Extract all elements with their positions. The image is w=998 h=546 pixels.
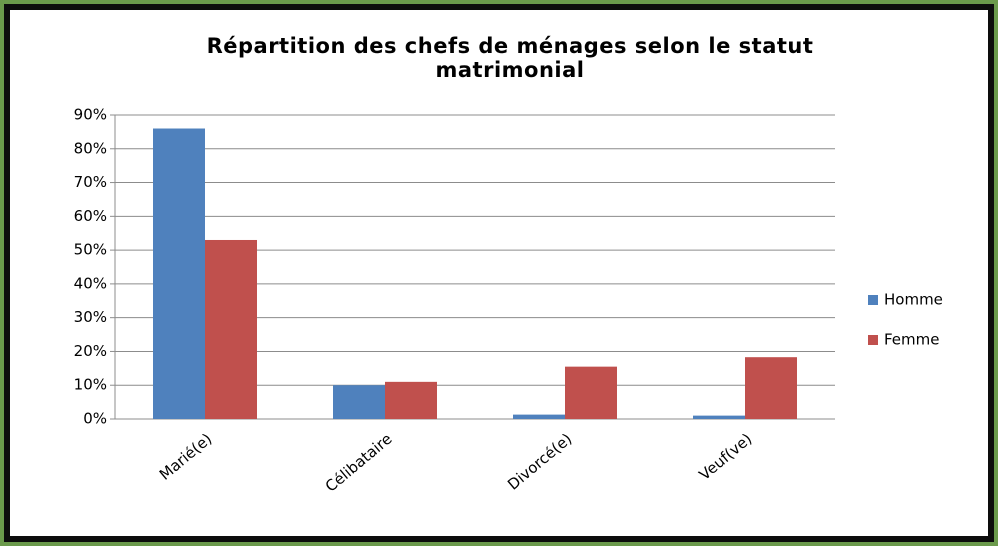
chart-title: Répartition des chefs de ménages selon l… (206, 34, 814, 82)
y-tick-label: 70% (74, 173, 107, 191)
legend-swatch (868, 335, 878, 345)
x-tick-label: Veuf(ve) (696, 430, 756, 484)
bar (333, 385, 385, 419)
y-tick-label: 90% (74, 106, 107, 124)
y-tick-label: 30% (74, 308, 107, 326)
bar (385, 381, 437, 419)
legend-label: Femme (884, 331, 940, 349)
bar (153, 128, 205, 419)
y-tick-label: 10% (74, 376, 107, 394)
y-tick-label: 40% (74, 274, 107, 292)
bar (513, 414, 565, 419)
x-tick-label: Célibataire (322, 430, 396, 496)
x-tick-label: Divorcé(e) (504, 430, 575, 494)
bar (693, 415, 745, 419)
legend-label: Homme (884, 291, 943, 309)
bar (565, 366, 617, 419)
y-tick-label: 80% (74, 139, 107, 157)
y-tick-label: 0% (83, 410, 107, 428)
y-tick-label: 20% (74, 342, 107, 360)
x-tick-label: Marié(e) (156, 430, 216, 484)
legend-swatch (868, 295, 878, 305)
y-tick-label: 60% (74, 207, 107, 225)
bar (745, 357, 797, 419)
y-tick-label: 50% (74, 241, 107, 259)
bar (205, 239, 257, 419)
